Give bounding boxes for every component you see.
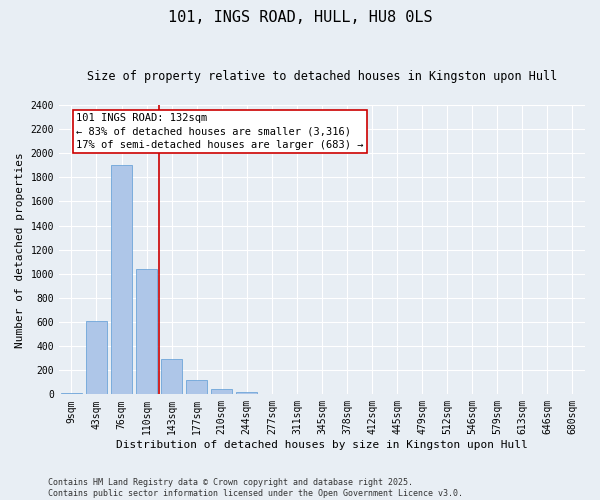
Bar — [136, 269, 157, 394]
Bar — [111, 166, 132, 394]
X-axis label: Distribution of detached houses by size in Kingston upon Hull: Distribution of detached houses by size … — [116, 440, 528, 450]
Title: Size of property relative to detached houses in Kingston upon Hull: Size of property relative to detached ho… — [87, 70, 557, 83]
Text: 101 INGS ROAD: 132sqm
← 83% of detached houses are smaller (3,316)
17% of semi-d: 101 INGS ROAD: 132sqm ← 83% of detached … — [76, 114, 364, 150]
Bar — [61, 392, 82, 394]
Bar — [86, 322, 107, 394]
Bar — [186, 380, 208, 394]
Text: 101, INGS ROAD, HULL, HU8 0LS: 101, INGS ROAD, HULL, HU8 0LS — [167, 10, 433, 25]
Bar — [161, 359, 182, 394]
Y-axis label: Number of detached properties: Number of detached properties — [15, 152, 25, 348]
Text: Contains HM Land Registry data © Crown copyright and database right 2025.
Contai: Contains HM Land Registry data © Crown c… — [48, 478, 463, 498]
Bar — [211, 388, 232, 394]
Bar — [236, 392, 257, 394]
